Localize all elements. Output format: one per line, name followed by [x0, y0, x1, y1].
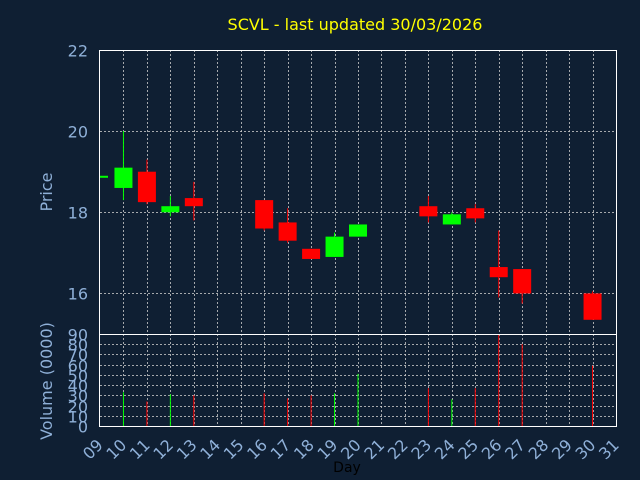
price-tick-label: 16	[68, 285, 88, 304]
candle-body	[349, 224, 367, 237]
volume-tick-label: 60	[68, 357, 88, 376]
volume-tick-label: 40	[68, 377, 88, 396]
candle-body	[419, 206, 438, 217]
candlestick-series	[100, 131, 602, 320]
volume-axis-label: Volume (0000)	[37, 322, 56, 440]
volume-tick-label: 30	[68, 387, 88, 406]
volume-tick-label: 90	[68, 326, 88, 345]
candle-body	[255, 200, 274, 229]
volume-tick-label: 20	[68, 398, 88, 417]
candle-body	[161, 206, 180, 213]
price-tick-label: 22	[68, 42, 88, 61]
volume-tick-label: 80	[68, 336, 88, 355]
price-tick-labels: 16 18 20 22	[68, 42, 88, 304]
volume-tick-label: 50	[68, 367, 88, 386]
chart-title: SCVL - last updated 30/03/2026	[228, 15, 483, 34]
candle-body	[466, 208, 485, 219]
price-tick-label: 20	[68, 123, 88, 142]
volume-tick-label: 70	[68, 346, 88, 365]
day-axis-label: Day	[333, 460, 361, 476]
price-grid	[100, 50, 616, 334]
volume-tick-label: 10	[68, 408, 88, 427]
volume-tick-label: 0	[78, 418, 88, 437]
candle-body	[114, 167, 133, 188]
candle-body	[100, 175, 108, 178]
day-tick-label: 31	[595, 435, 623, 463]
candle-body	[325, 236, 344, 257]
candle-body	[184, 198, 203, 207]
candle-body	[583, 293, 602, 320]
price-axis-label: Price	[37, 172, 56, 211]
volume-series	[122, 334, 594, 426]
price-tick-label: 18	[68, 204, 88, 223]
candle-body	[137, 171, 156, 203]
candle-body	[489, 267, 508, 278]
candle-body	[442, 214, 461, 225]
candle-body	[302, 248, 321, 259]
day-tick-labels: 0910111213141516171819202122232425262728…	[79, 435, 623, 463]
volume-panel-frame	[99, 334, 617, 427]
candle-body	[278, 222, 297, 241]
candle-body	[513, 269, 532, 294]
